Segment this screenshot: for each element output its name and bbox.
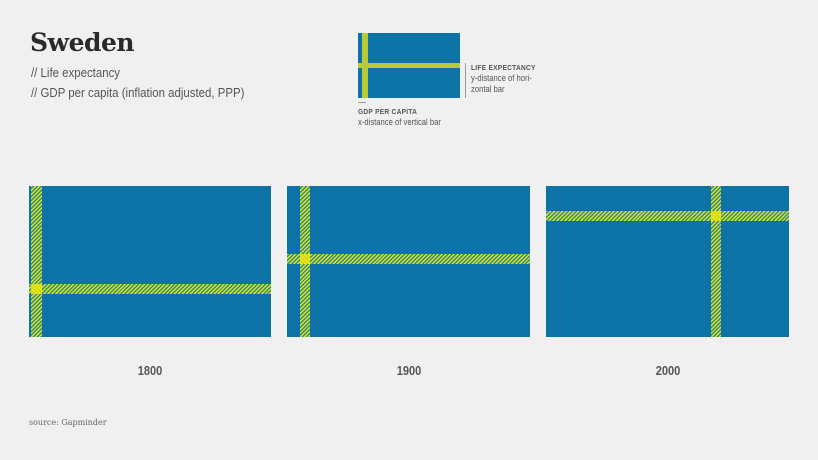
year-label-1900: 1900 xyxy=(396,363,422,378)
horizontal-bar-life-expectancy xyxy=(287,254,530,264)
vertical-bar-gdp xyxy=(31,186,42,337)
source-note: source: Gapminder xyxy=(29,418,107,427)
legend-flag xyxy=(358,33,460,98)
vertical-bar-gdp xyxy=(711,186,721,337)
legend-horizontal-bar xyxy=(358,63,460,68)
horizontal-bar-life-expectancy xyxy=(29,284,271,294)
horizontal-bar-life-expectancy xyxy=(546,211,789,221)
legend-x-label: GDP PER CAPITA xyxy=(358,107,418,116)
legend-y-desc-1: y-distance of hori- xyxy=(471,73,532,83)
legend-x-desc: x-distance of vertical bar xyxy=(358,117,441,127)
subtitle-gdp: // GDP per capita (inflation adjusted, P… xyxy=(31,85,245,100)
legend-y-bracket xyxy=(465,63,466,98)
flag-1800 xyxy=(29,186,271,337)
page-title: Sweden xyxy=(30,28,135,57)
bar-intersection xyxy=(31,284,42,294)
bar-intersection xyxy=(300,254,310,264)
legend-y-label: LIFE EXPECTANCY xyxy=(471,63,536,72)
legend-y-desc-2: zontal bar xyxy=(471,84,505,94)
legend-x-bracket xyxy=(358,102,366,103)
bar-intersection xyxy=(711,211,721,221)
flag-2000 xyxy=(546,186,789,337)
year-label-1800: 1800 xyxy=(137,363,163,378)
subtitle-life-expectancy: // Life expectancy xyxy=(31,65,121,80)
flag-1900 xyxy=(287,186,530,337)
year-label-2000: 2000 xyxy=(655,363,681,378)
